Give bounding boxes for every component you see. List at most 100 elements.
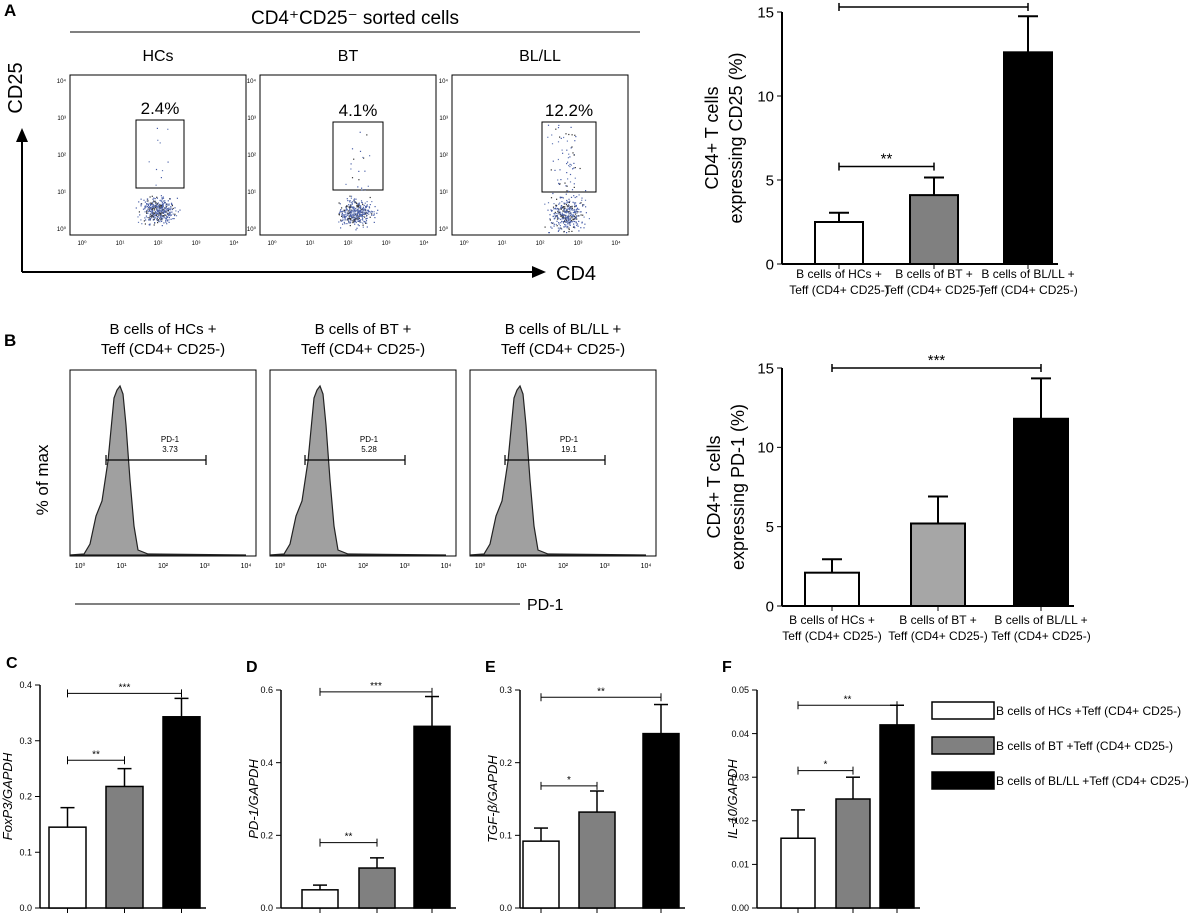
histogram-x-tick-2-1: 10¹ [516,563,527,570]
event-dot [166,206,168,208]
event-dot [151,195,153,197]
event-dot [175,215,178,217]
event-dot [568,201,570,204]
event-dot [361,189,363,191]
event-dot [148,210,150,212]
event-dot [576,218,578,220]
event-dot [359,215,361,217]
event-dot [167,220,169,222]
event-dot [552,192,554,195]
event-dot [146,209,148,212]
category-line1-A-0: B cells of HCs + [796,267,882,281]
event-dot [161,216,163,218]
event-dot [566,209,568,211]
event-dot [574,206,576,208]
event-dot [159,207,161,209]
event-dot [170,207,172,209]
event-dot [163,200,165,202]
event-dot [355,213,357,215]
bar-chart-D: 0.00.20.40.6PD-1/GAPDH ***** [246,681,456,913]
event-dot [564,206,566,208]
event-dot [557,230,559,232]
event-dot [158,207,160,209]
event-dot [571,207,573,209]
event-dot [158,213,160,215]
event-dot [161,209,163,211]
cd4-axis-label: CD4 [556,263,596,285]
event-dot [357,209,359,211]
event-dot [347,212,349,214]
event-dot [156,203,159,205]
event-dot [562,217,565,219]
event-dot [564,211,566,214]
event-dot [366,201,368,203]
event-dot [174,207,176,209]
event-dot [153,218,155,221]
event-dot [161,207,163,209]
event-dot [355,217,357,219]
event-dot [574,220,576,223]
event-dot [572,220,574,222]
event-dot [367,211,370,213]
event-dot [356,213,358,215]
event-dot [566,201,568,203]
event-dot [149,206,151,208]
event-dot [361,201,363,203]
event-dot [356,218,359,220]
event-dot [353,208,355,210]
event-dot [168,212,170,214]
event-dot [151,203,153,205]
event-dot [563,231,565,233]
event-dot [559,228,561,230]
bar-D-1 [358,867,396,909]
event-dot [565,193,567,195]
event-dot [346,223,348,225]
event-dot [568,208,570,210]
event-dot [148,219,150,221]
event-dot [155,205,157,207]
event-dot [567,206,569,208]
event-dot [565,208,568,210]
event-dot [352,222,354,224]
legend-label-2: B cells of BL/LL +Teff (CD4+ CD25-) [996,774,1189,788]
y-tick-label-E-2: 0.2 [499,758,512,768]
event-dot [551,227,553,229]
event-dot [560,214,562,216]
y-tick-1-4: 10⁴ [247,78,257,85]
event-dot [573,162,575,164]
event-dot [555,205,557,207]
event-dot [562,206,565,208]
event-dot [344,219,346,221]
event-dot [162,216,164,218]
event-dot [550,197,553,199]
event-dot [557,158,559,161]
event-dot [168,214,170,216]
event-dot [553,223,555,225]
event-dot [152,213,154,215]
category-line2-B-1: Teff (CD4+ CD25-) [888,629,987,643]
event-dot [362,224,364,226]
event-dot [574,211,576,214]
event-dot [353,199,355,201]
event-dot [345,183,347,185]
pd1-axis-label: PD-1 [527,597,564,614]
event-dot [552,222,554,224]
event-dot [569,208,571,210]
event-dot [568,198,570,200]
event-dot [567,221,569,223]
dot-cloud-1 [338,131,379,231]
event-dot [340,227,342,229]
event-dot [565,217,567,219]
event-dot [161,218,163,220]
event-dot [146,203,148,205]
y-tick-0-0: 10⁰ [57,226,67,233]
bar-E-1 [578,811,616,909]
event-dot [156,196,158,198]
event-dot [564,182,566,184]
event-dot [338,202,340,204]
dot-plot-title-2: BL/LL [519,48,561,65]
event-dot [376,212,378,214]
event-dot [562,197,564,199]
event-dot [163,209,165,212]
event-dot [572,152,574,154]
